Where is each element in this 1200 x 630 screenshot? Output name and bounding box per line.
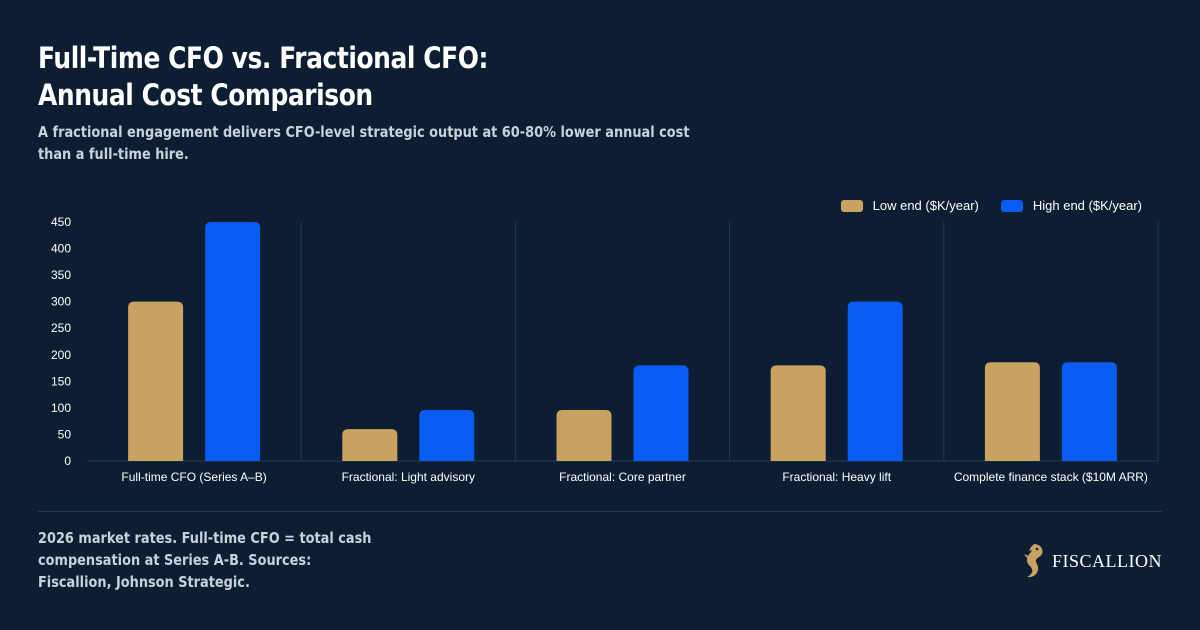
legend-item-low: Low end ($K/year) (840, 198, 979, 213)
legend-label-low: Low end ($K/year) (872, 198, 979, 213)
bar-high (633, 365, 689, 461)
bar-low (770, 365, 826, 461)
legend-item-high: High end ($K/year) (1000, 198, 1142, 213)
bar-high (847, 301, 903, 461)
bar-low (342, 429, 398, 461)
bar-high (1061, 362, 1117, 461)
y-tick-label: 0 (64, 454, 71, 468)
x-tick-label: Complete finance stack ($10M ARR) (954, 470, 1148, 484)
bar-high (419, 410, 475, 461)
bar-high (205, 222, 261, 461)
legend-swatch-low (840, 199, 863, 212)
x-tick-label: Fractional: Heavy lift (782, 470, 891, 484)
legend-swatch-high (1000, 199, 1023, 212)
y-tick-label: 100 (51, 401, 71, 415)
page-title: Full-Time CFO vs. Fractional CFO: Annual… (38, 41, 489, 112)
bar-low (556, 410, 612, 461)
y-tick-label: 50 (58, 427, 72, 441)
footnote: 2026 market rates. Full-time CFO = total… (38, 529, 372, 591)
x-tick-label: Full-time CFO (Series A–B) (121, 470, 266, 484)
y-tick-label: 400 (51, 242, 71, 256)
y-tick-label: 300 (51, 295, 71, 309)
bar-low (128, 301, 184, 461)
footer-divider (38, 511, 1162, 512)
x-tick-label: Fractional: Light advisory (342, 470, 475, 484)
y-tick-label: 350 (51, 268, 71, 282)
brand-logo: FISCALLION (1020, 542, 1162, 580)
y-tick-label: 450 (51, 215, 71, 229)
legend-label-high: High end ($K/year) (1032, 198, 1142, 213)
chart-legend: Low end ($K/year) High end ($K/year) (840, 198, 1142, 213)
y-tick-label: 150 (51, 374, 71, 388)
page-subtitle: A fractional engagement delivers CFO-lev… (38, 123, 690, 163)
x-tick-label: Fractional: Core partner (559, 470, 686, 484)
y-tick-label: 250 (51, 321, 71, 335)
y-tick-label: 200 (51, 348, 71, 362)
bar-low (984, 362, 1040, 461)
brand-name: FISCALLION (1051, 550, 1162, 571)
seahorse-logo-icon (1023, 544, 1043, 578)
